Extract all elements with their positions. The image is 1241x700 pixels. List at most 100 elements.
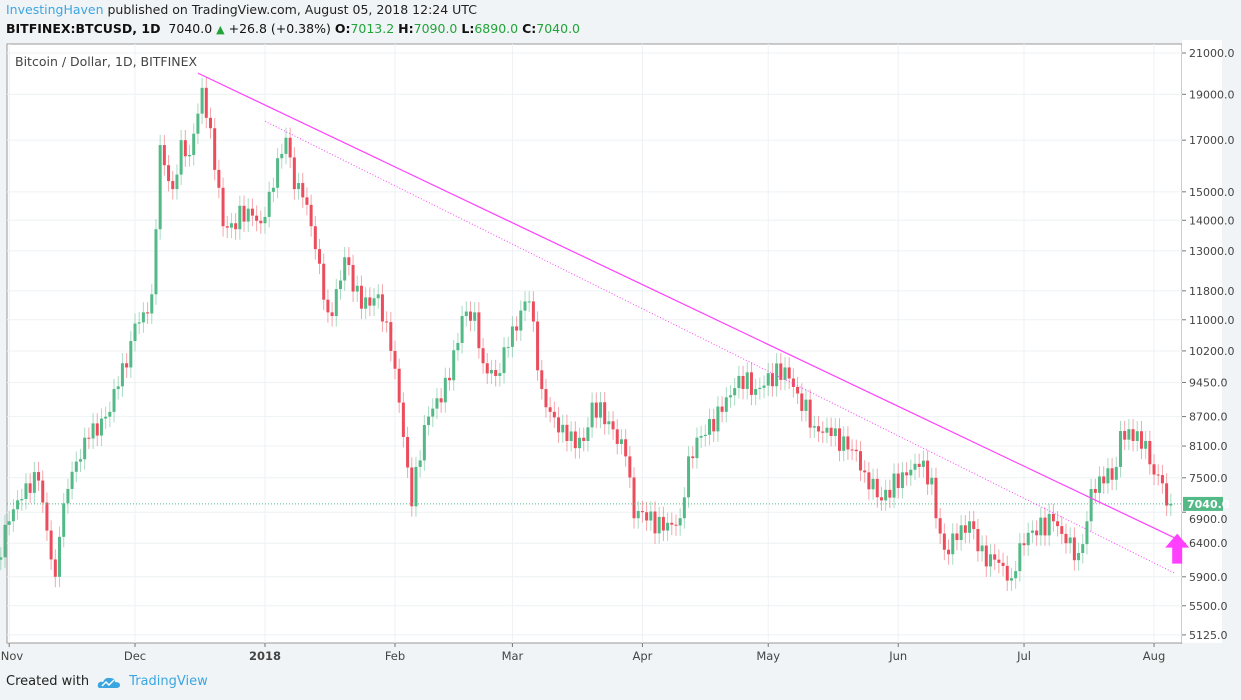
candle-body [921,460,925,467]
candle-body [1060,526,1064,534]
y-tick-label: 14000.0 [1189,214,1235,227]
candle-body [1093,488,1097,493]
candle-body [70,471,74,489]
candle-body [78,459,82,462]
candle-body [179,140,183,175]
candle-body [615,429,619,444]
candle-body [468,311,472,321]
candle-body [238,205,242,230]
candle-body [116,386,120,390]
candle-body [808,399,812,428]
candle-body [208,117,212,129]
candle-body [288,137,292,158]
candle-body [242,205,246,222]
candle-body [1014,571,1018,579]
candle-body [1110,468,1114,480]
candle-body [871,478,875,490]
publish-text: published on TradingView.com, August 05,… [107,2,477,17]
candle-body [619,439,623,444]
candle-body [926,460,930,485]
candle-body [7,521,11,525]
candle-body [598,402,602,418]
candle-body [867,472,871,490]
candle-body [1039,517,1043,536]
y-tick-label: 13000.0 [1189,245,1235,258]
candle-body [204,87,208,118]
trendline-dotted [264,120,1176,574]
candle-body [188,155,192,157]
candle-body [99,418,103,436]
candle-body [661,516,665,531]
candle-body [854,449,858,452]
price-axis [1182,40,1222,643]
candle-body [11,509,15,522]
candle-body [997,559,1001,563]
candle-body [162,145,166,166]
candle-body [544,389,548,408]
candle-body [691,456,695,459]
candle-body [858,451,862,471]
candle-body [1123,431,1127,440]
candle-body [984,545,988,567]
candle-body [158,145,162,230]
candle-body [255,215,259,221]
candle-body [1114,466,1118,480]
candle-body [640,511,644,513]
candle-body [58,536,62,577]
candle-body [951,533,955,555]
y-tick-label: 7500.0 [1189,472,1228,485]
candle-body [1077,553,1081,561]
candle-body [414,466,418,507]
candle-body [246,208,250,222]
publish-info: InvestingHaven published on TradingView.… [6,2,477,17]
candle-body [976,529,980,552]
candle-body [649,511,653,521]
candle-body [875,478,879,498]
candle-body [917,463,921,467]
candle-body [418,460,422,467]
candle-body [506,346,510,348]
candle-body [83,437,87,460]
candle-body [108,411,112,417]
candle-body [737,375,741,389]
candle-body [355,285,359,292]
candle-body [1169,503,1173,506]
change: +26.8 (+0.38%) [228,21,331,36]
tradingview-logo[interactable]: TradingView [129,674,208,689]
y-tick-label: 11000.0 [1189,314,1235,327]
candle-body [770,373,774,387]
candle-body [548,407,552,412]
candle-body [271,187,275,192]
candle-body [708,418,712,435]
footer: Created with TradingView [6,674,208,689]
candle-body [699,435,703,438]
tradingview-cloud-icon [97,677,121,688]
candle-body [1106,468,1110,484]
ohlc-legend: BITFINEX:BTCUSD, 1D 7040.0 ▲ +26.8 (+0.3… [6,21,580,36]
candle-body [1135,431,1139,441]
candle-body [24,483,28,500]
candle-body [791,378,795,387]
candle-body [905,472,909,476]
close-label: C: [522,21,537,36]
candle-body [292,157,296,190]
candle-body [515,326,519,331]
candle-body [863,470,867,473]
last-price: 7040.0 [168,21,213,36]
candle-body [196,113,200,134]
close-value: 7040.0 [536,21,581,36]
candle-body [351,264,355,292]
candle-body [578,437,582,449]
candle-body [833,428,837,436]
candle-body [947,549,951,555]
candle-body [703,434,707,436]
candle-body [49,530,53,560]
candle-body [540,370,544,390]
candle-body [1051,513,1055,522]
candle-body [305,197,309,205]
arrow-up-icon [1165,533,1190,564]
candle-body [645,512,649,521]
author-link[interactable]: InvestingHaven [6,2,104,17]
candle-body [1098,476,1102,493]
